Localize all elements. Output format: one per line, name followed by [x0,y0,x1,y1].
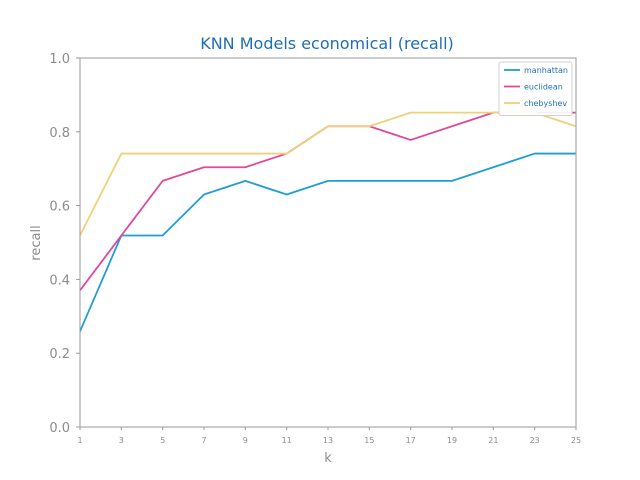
y-tick-label: 0.0 [49,421,70,436]
x-tick-label: 3 [119,436,124,445]
plot-layer [79,111,577,332]
x-axis: 1 3 5 7 9 11 13 15 17 19 21 23 25 [77,427,581,445]
y-axis-label: recall [29,225,44,260]
x-tick-label: 13 [323,436,333,445]
x-tick-label: 9 [243,436,248,445]
x-tick-label: 11 [282,436,292,445]
y-tick-label: 0.6 [49,200,70,215]
legend-label-manhattan: manhattan [524,66,568,75]
legend-label-euclidean: euclidean [524,83,563,92]
x-tick-label: 7 [201,436,206,445]
series-line-chebyshev [79,111,577,236]
x-tick-label: 1 [77,436,82,445]
y-tick-label: 1.0 [49,52,70,67]
x-tick-label: 25 [571,436,581,445]
y-axis: 0.0 0.2 0.4 0.6 0.8 1.0 [49,52,80,436]
y-tick-label: 0.8 [49,126,70,141]
series-line-euclidean [79,111,576,292]
x-tick-label: 19 [447,436,457,445]
x-tick-label: 15 [364,436,374,445]
y-tick-label: 0.4 [49,273,70,288]
series-line-manhattan [79,152,576,332]
x-tick-label: 21 [488,436,498,445]
legend: manhattan euclidean chebyshev [498,61,573,116]
x-tick-label: 17 [406,436,416,445]
x-axis-label: k [324,451,332,466]
y-tick-label: 0.2 [49,347,70,362]
x-tick-label: 5 [160,436,165,445]
chart-title: KNN Models economical (recall) [200,34,454,53]
legend-label-chebyshev: chebyshev [524,99,567,108]
x-tick-label: 23 [530,436,540,445]
